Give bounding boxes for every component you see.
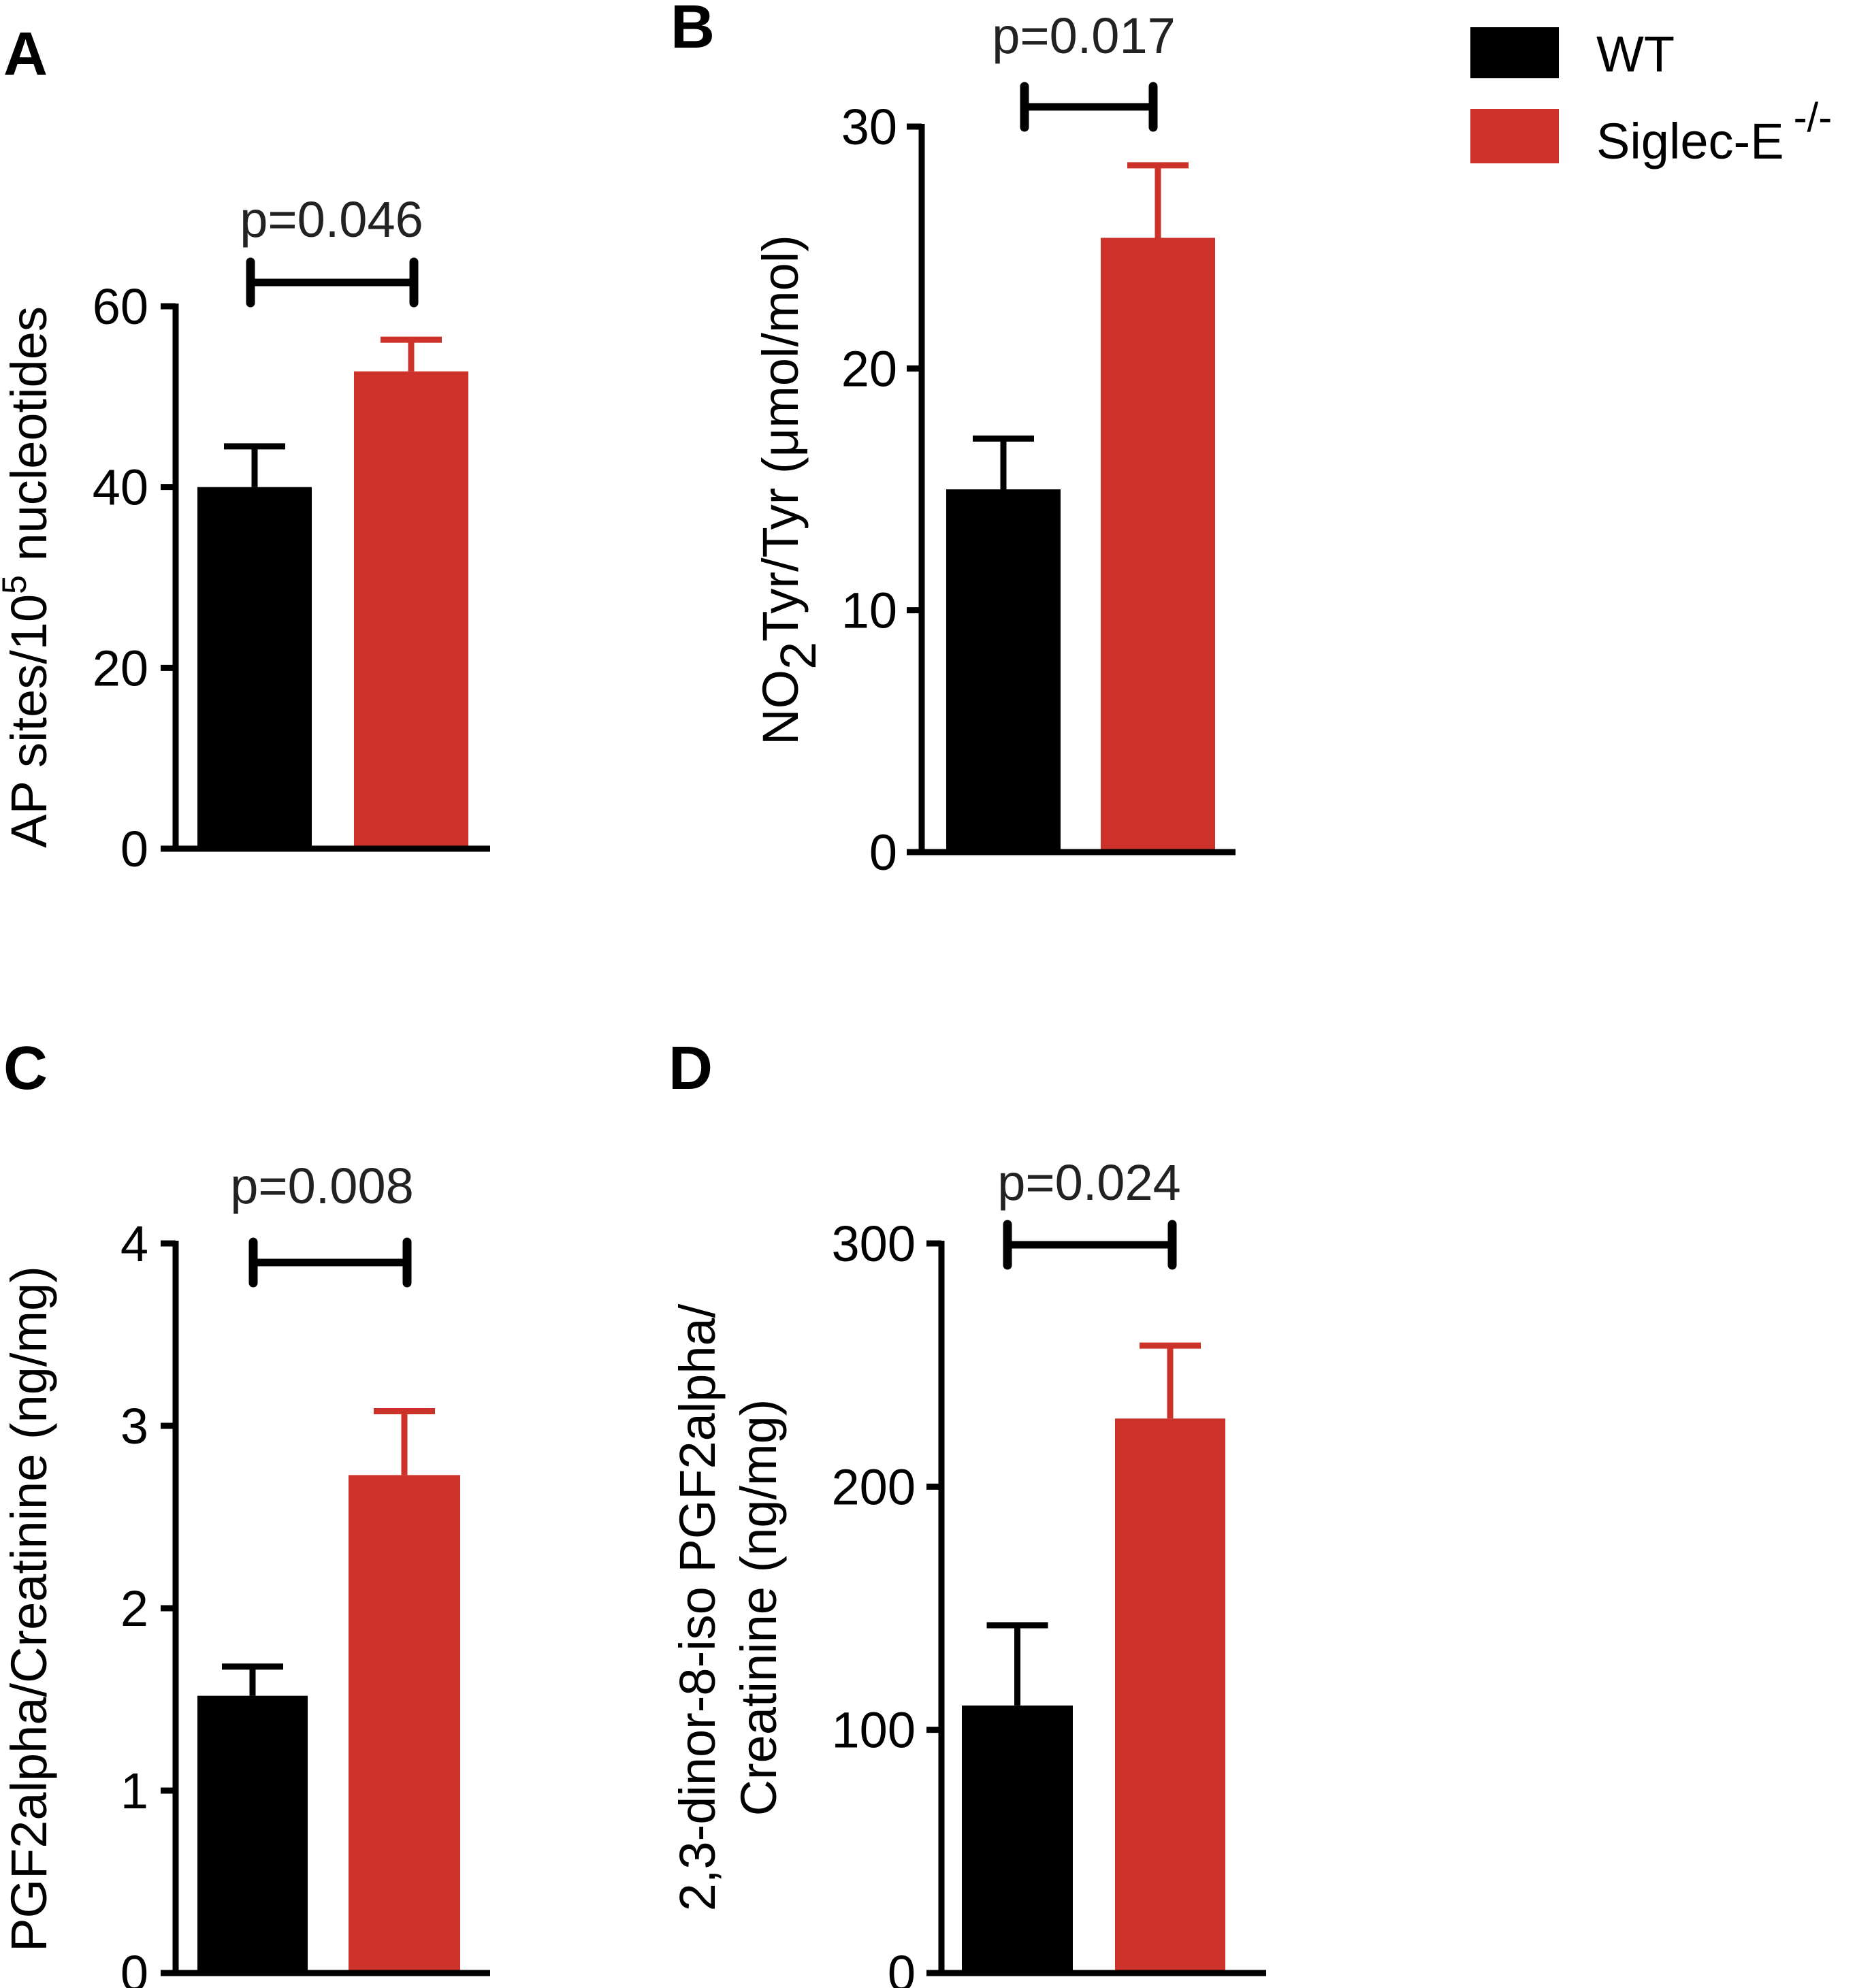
p-value-label: p=0.008 <box>230 1158 414 1214</box>
y-tick-label: 20 <box>841 340 897 397</box>
chart-panel-a: A 0 20 40 60 p=0.046 AP sites/105 nucleotides <box>0 20 490 877</box>
bar-wt <box>197 487 312 846</box>
y-tick-label: 0 <box>120 821 148 877</box>
y-tick-label: 300 <box>832 1216 916 1272</box>
y-tick-label: 0 <box>120 1945 148 1988</box>
bar-wt <box>962 1705 1073 1970</box>
y-tick-label: 0 <box>869 824 897 881</box>
legend: WT Siglec-E -/- <box>1470 26 1832 169</box>
bar-siglec-e <box>1101 238 1215 849</box>
p-value-label: p=0.024 <box>997 1154 1181 1211</box>
y-tick-label: 2 <box>120 1580 148 1637</box>
y-tick-label: 20 <box>93 640 148 696</box>
y-tick-label: 200 <box>832 1459 916 1515</box>
y-tick-label: 1 <box>120 1763 148 1819</box>
y-tick-label: 40 <box>93 459 148 516</box>
y-tick-label: 60 <box>93 278 148 335</box>
panel-letter: D <box>668 1034 713 1103</box>
chart-panel-c: C 0 1 2 3 4 p=0.008 PGF2alpha/Creatinine (ng/mg… <box>1 1034 490 1988</box>
legend-label-wt: WT <box>1596 26 1675 82</box>
bar-wt <box>946 489 1061 849</box>
panel-letter: A <box>3 20 48 88</box>
panel-letter: C <box>3 1034 48 1103</box>
y-axis-label: PGF2alpha/Creatinine (ng/mg) <box>1 1266 57 1952</box>
y-tick-label: 10 <box>841 583 897 639</box>
chart-panel-b: B 0 10 20 30 p=0.017 NO2Tyr/Tyr (μmol/mol) <box>671 0 1236 881</box>
bar-wt <box>197 1695 308 1970</box>
p-value-label: p=0.046 <box>240 191 423 248</box>
y-tick-label: 30 <box>841 99 897 155</box>
y-tick-label: 0 <box>888 1945 916 1988</box>
legend-label-siglec: Siglec-E -/- <box>1596 95 1832 169</box>
legend-swatch-siglec <box>1470 109 1559 163</box>
y-axis-label: 2,3-dinor-8-iso PGF2alpha/Creatinine (ng… <box>669 1303 787 1911</box>
bar-siglec-e <box>1115 1418 1225 1970</box>
chart-panel-d: D 0 100 200 300 p=0.024 2,3-dinor-8-iso PGF2al… <box>668 1034 1266 1988</box>
y-axis-label: AP sites/105 nucleotides <box>0 306 57 848</box>
legend-swatch-wt <box>1470 27 1559 78</box>
y-tick-label: 3 <box>120 1398 148 1454</box>
y-tick-label: 4 <box>120 1216 148 1272</box>
panel-letter: B <box>671 0 715 61</box>
y-tick-label: 100 <box>832 1702 916 1759</box>
p-value-label: p=0.017 <box>992 7 1176 64</box>
bar-siglec-e <box>354 371 468 846</box>
y-axis-label: NO2Tyr/Tyr (μmol/mol) <box>752 235 826 745</box>
bar-siglec-e <box>349 1475 460 1970</box>
